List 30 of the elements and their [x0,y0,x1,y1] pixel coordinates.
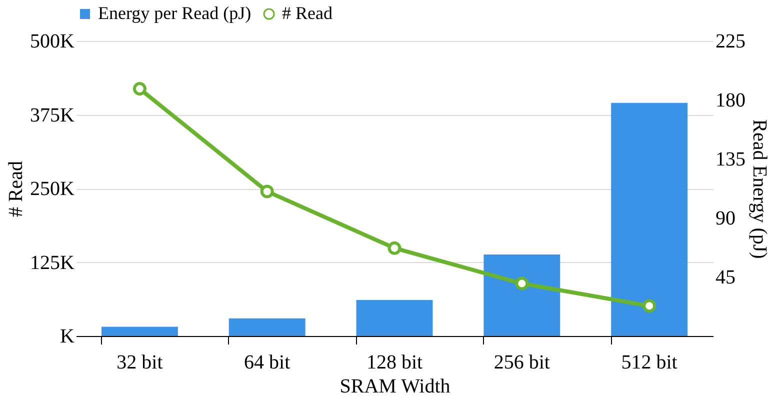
x-tick-label: 64 bit [244,352,291,374]
x-tick-label: 128 bit [366,352,423,374]
bar [356,300,433,336]
bar [484,254,560,336]
y-tick-label: 250K [30,178,76,200]
y2-tick-label: 45 [716,266,736,288]
bar [101,326,178,336]
point [515,276,529,290]
x-tick-label: 32 bit [116,352,164,374]
legend-label: Energy per Read (pJ) [98,3,252,23]
y-tick-label: 125K [30,252,76,274]
y2-tick-label: 225 [716,30,746,52]
point [388,241,402,255]
point [132,82,146,96]
y2-tick-label: 135 [716,148,746,170]
y-tick-label: K [60,326,76,348]
y2-tick-label: 180 [716,90,746,112]
y-tick-label: 375K [30,104,76,126]
x-tick-label: 256 bit [494,352,550,374]
y-tick-label: 500K [30,30,76,52]
point [260,184,274,198]
x-axis-title: SRAM Width [340,376,450,398]
bar [228,318,306,336]
y2-tick-label: 90 [716,208,736,230]
bar [611,102,688,336]
y-axis-title: # Read [5,160,28,218]
x-tick-label: 512 bit [621,352,678,374]
y2-axis-title: Read Energy (pJ) [748,119,770,259]
point [642,299,656,313]
legend-label: # Read [282,3,332,23]
